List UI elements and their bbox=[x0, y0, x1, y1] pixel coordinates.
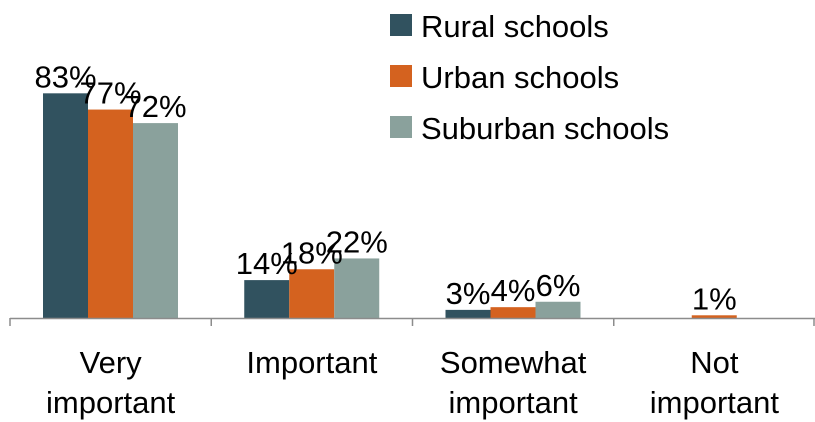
legend-label-2: Suburban schools bbox=[421, 111, 669, 146]
legend: Rural schools Urban schools Suburban schoo… bbox=[390, 9, 669, 146]
legend-swatch-2 bbox=[390, 116, 412, 138]
category-label-1-0: Important bbox=[246, 345, 377, 380]
category-label-0-0: Very bbox=[80, 345, 143, 380]
legend-label-0: Rural schools bbox=[421, 9, 609, 44]
bar-1-0 bbox=[244, 280, 290, 318]
category-label-3-0: Not bbox=[690, 345, 739, 380]
value-labels-layer: 83%77%72% 14%18%22% 3% 4% 6% 1% bbox=[34, 59, 736, 316]
category-label-2-0: Somewhat bbox=[440, 345, 587, 380]
legend-swatch-1 bbox=[390, 65, 412, 87]
bar-0-2 bbox=[133, 123, 178, 318]
value-label-0-0: 83% bbox=[34, 59, 96, 94]
legend-label-1: Urban schools bbox=[421, 60, 619, 95]
bar-3-1 bbox=[691, 315, 737, 318]
value-label-3-1: 1% bbox=[692, 281, 737, 316]
category-labels-layer: Very important Important Somewhat important N… bbox=[46, 345, 779, 420]
bar-0-0 bbox=[43, 93, 88, 318]
value-label-2-2: 6% bbox=[536, 268, 581, 303]
bar-2-2 bbox=[535, 301, 581, 318]
bar-2-0 bbox=[445, 309, 491, 318]
value-label-1-1: 18% bbox=[281, 235, 343, 270]
category-label-2-1: important bbox=[449, 385, 579, 420]
bar-0-1 bbox=[88, 109, 133, 318]
bars-layer bbox=[43, 93, 737, 318]
value-label-2-0: 3% bbox=[446, 276, 491, 311]
bar-2-1 bbox=[490, 307, 536, 318]
value-label-1-2: 22% bbox=[326, 224, 388, 259]
bar-1-2 bbox=[334, 258, 380, 318]
value-label-0-1: 77% bbox=[79, 76, 141, 111]
value-label-2-1: 4% bbox=[491, 273, 536, 308]
value-label-0-2: 72% bbox=[124, 89, 186, 124]
x-axis bbox=[9, 317, 815, 326]
category-label-0-1: important bbox=[46, 385, 176, 420]
legend-swatch-0 bbox=[390, 14, 412, 36]
value-label-1-0: 14% bbox=[236, 246, 298, 281]
category-label-3-1: important bbox=[650, 385, 780, 420]
bar-1-1 bbox=[289, 269, 335, 318]
